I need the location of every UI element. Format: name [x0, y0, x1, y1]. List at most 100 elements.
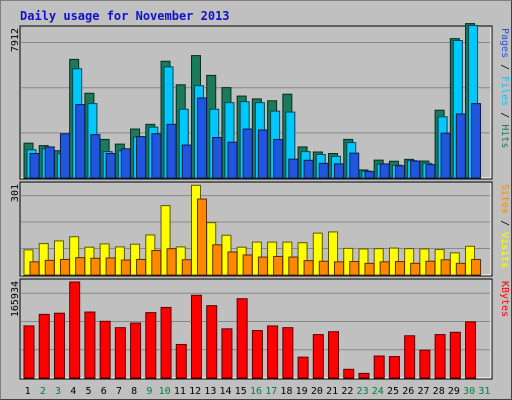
- bar-kbytes-day-11: [175, 343, 187, 379]
- x-tick-label-day-22: 22: [341, 386, 353, 397]
- bar-sites-day-11: [181, 259, 192, 276]
- bar-pages-day-27: [425, 164, 436, 179]
- x-tick-label-day-1: 1: [25, 386, 31, 397]
- bar-sites-day-7: [120, 259, 131, 276]
- x-tick-label-day-30: 30: [463, 386, 475, 397]
- bar-pages-day-4: [75, 104, 86, 179]
- ymax-label-hits-files-pages: 7912: [10, 28, 21, 52]
- bar-visits-day-20: [312, 232, 323, 276]
- bar-sites-day-19: [303, 260, 314, 276]
- bar-sites-day-28: [440, 259, 451, 276]
- legend-pages-files-hits: Pages / Files / Hits: [499, 28, 510, 148]
- x-tick-label-day-4: 4: [70, 386, 76, 397]
- bar-kbytes-day-1: [23, 325, 35, 379]
- bar-pages-day-23: [364, 170, 375, 179]
- x-tick-label-day-11: 11: [174, 386, 186, 397]
- x-tick-label-day-15: 15: [235, 386, 247, 397]
- bar-sites-day-8: [136, 258, 147, 276]
- bar-pages-day-15: [242, 128, 253, 179]
- bar-kbytes-day-17: [267, 325, 279, 379]
- bar-sites-day-5: [90, 257, 101, 276]
- bar-kbytes-day-26: [404, 335, 416, 379]
- bar-sites-day-4: [75, 257, 86, 276]
- bar-pages-day-17: [273, 138, 284, 179]
- legend-part: Sites: [499, 184, 510, 214]
- bar-pages-day-12: [196, 97, 207, 179]
- bar-sites-day-9: [151, 249, 162, 276]
- bar-kbytes-day-4: [69, 281, 81, 379]
- bar-pages-day-13: [212, 137, 223, 179]
- bar-pages-day-8: [136, 136, 147, 179]
- x-tick-label-day-27: 27: [417, 386, 429, 397]
- x-tick-label-day-8: 8: [131, 386, 137, 397]
- legend-part: Pages: [499, 28, 510, 58]
- x-tick-label-day-25: 25: [387, 386, 399, 397]
- bar-sites-day-23: [364, 262, 375, 276]
- legend-part: /: [499, 58, 510, 76]
- bar-pages-day-11: [181, 144, 192, 179]
- bar-kbytes-day-14: [221, 328, 233, 379]
- bar-pages-day-10: [166, 123, 177, 179]
- x-tick-label-day-6: 6: [101, 386, 107, 397]
- bar-kbytes-day-22: [343, 368, 355, 379]
- bar-sites-day-29: [455, 262, 466, 276]
- bar-sites-day-21: [334, 261, 345, 276]
- bar-kbytes-day-13: [206, 305, 218, 379]
- x-tick-label-day-12: 12: [189, 386, 201, 397]
- legend-kbytes: KBytes: [499, 281, 510, 317]
- bar-pages-day-24: [379, 163, 390, 179]
- legend-part: KBytes: [499, 281, 510, 317]
- legend-part: /: [499, 106, 510, 124]
- bar-kbytes-day-29: [449, 331, 461, 379]
- bar-kbytes-day-2: [38, 313, 50, 379]
- x-tick-label-day-5: 5: [86, 386, 92, 397]
- x-tick-label-day-9: 9: [146, 386, 152, 397]
- bar-sites-day-30: [471, 258, 482, 276]
- bar-pages-day-30: [471, 103, 482, 179]
- legend-part: Files: [499, 76, 510, 106]
- bar-pages-day-2: [44, 146, 55, 179]
- bar-kbytes-day-16: [251, 330, 263, 379]
- bar-kbytes-day-3: [53, 312, 65, 379]
- x-tick-label-day-16: 16: [250, 386, 262, 397]
- x-tick-label-day-13: 13: [204, 386, 216, 397]
- bar-pages-day-7: [120, 148, 131, 179]
- bar-sites-day-26: [410, 262, 421, 276]
- bar-kbytes-day-19: [297, 356, 309, 379]
- legend-sites-visits: Sites / Visits: [499, 184, 510, 268]
- bar-kbytes-day-28: [434, 334, 446, 379]
- x-tick-label-day-26: 26: [402, 386, 414, 397]
- bar-sites-day-1: [29, 261, 40, 276]
- x-tick-label-day-2: 2: [40, 386, 46, 397]
- x-tick-label-day-31: 31: [478, 386, 490, 397]
- bar-pages-day-20: [318, 162, 329, 179]
- bar-visits-day-10: [160, 205, 171, 276]
- bar-pages-day-3: [59, 133, 70, 179]
- bar-sites-day-13: [212, 244, 223, 276]
- bar-kbytes-day-7: [114, 327, 126, 379]
- bar-sites-day-14: [227, 251, 238, 276]
- legend-part: Hits: [499, 124, 510, 148]
- bar-sites-day-25: [394, 261, 405, 276]
- bar-pages-day-19: [303, 159, 314, 179]
- legend-part: Visits: [499, 232, 510, 268]
- x-tick-label-day-19: 19: [296, 386, 308, 397]
- bar-sites-day-20: [318, 260, 329, 276]
- x-tick-label-day-24: 24: [372, 386, 384, 397]
- x-tick-label-day-7: 7: [116, 386, 122, 397]
- bar-kbytes-day-18: [282, 327, 294, 379]
- bar-sites-day-12: [196, 198, 207, 276]
- bar-kbytes-day-20: [312, 334, 324, 379]
- bar-sites-day-15: [242, 254, 253, 276]
- bar-kbytes-day-23: [358, 372, 370, 379]
- x-tick-label-day-23: 23: [357, 386, 369, 397]
- bar-kbytes-day-6: [99, 320, 111, 379]
- bar-kbytes-day-30: [465, 321, 477, 379]
- bar-pages-day-14: [227, 141, 238, 179]
- bar-pages-day-1: [29, 153, 40, 179]
- bar-pages-day-22: [349, 152, 360, 179]
- bar-sites-day-22: [349, 261, 360, 276]
- ymax-label-kbytes: 165934: [10, 281, 21, 317]
- bar-kbytes-day-8: [130, 322, 142, 379]
